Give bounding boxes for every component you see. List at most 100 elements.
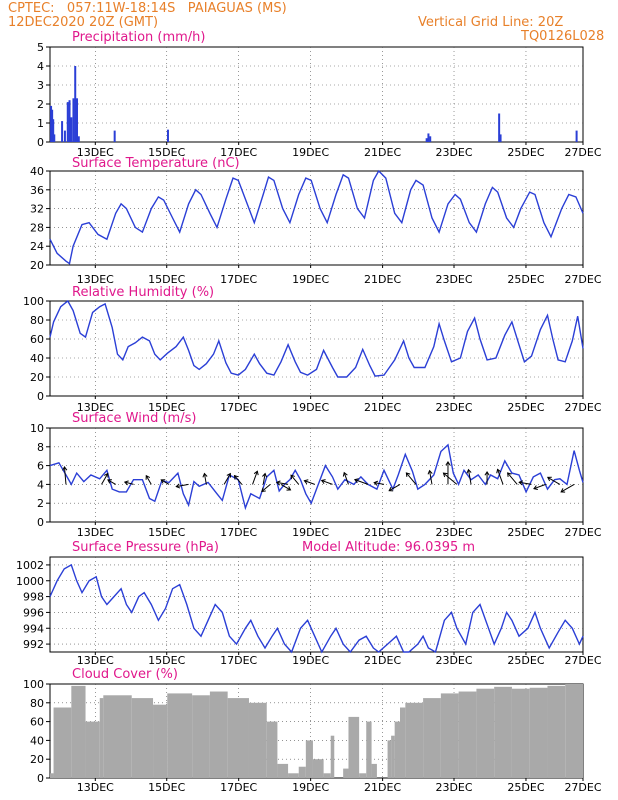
wind-arrow (63, 466, 67, 485)
precip-bar (61, 121, 64, 142)
precipitation-date-label: 27DEC (564, 146, 601, 159)
wind-arrow-head (62, 466, 68, 471)
wind-arrow-head (388, 486, 394, 492)
cloud-bar (192, 695, 210, 778)
wind-date-label: 15DEC (148, 526, 185, 539)
cloud-bar (458, 691, 477, 778)
temperature-ytick-label: 32 (30, 203, 44, 216)
wind-arrow-head (262, 472, 268, 478)
cloud-bar (85, 721, 100, 778)
precip-bar (498, 113, 501, 142)
pressure-title: Surface Pressure (hPa) (72, 540, 219, 555)
wind-arrow-head (275, 480, 281, 486)
cloud-title: Cloud Cover (%) (72, 667, 178, 682)
cloud-bar (323, 773, 331, 778)
temperature-ytick-label: 28 (30, 221, 44, 234)
precipitation-ytick-label: 3 (37, 79, 44, 92)
wind-arrow-head (533, 485, 538, 491)
wind-arrow (354, 479, 369, 485)
temperature-date-label: 17DEC (220, 273, 257, 286)
humidity-ytick-label: 60 (30, 333, 44, 346)
cloud-ytick-label: 60 (30, 716, 44, 729)
precip-bar (76, 98, 79, 142)
precip-bar (72, 98, 75, 142)
cloud-bar (423, 698, 441, 778)
wind-arrow-head (320, 479, 326, 484)
pressure-date-label: 21DEC (364, 654, 401, 667)
precip-bar (429, 136, 432, 142)
wind-arrow-head (103, 472, 109, 478)
precipitation-ytick-label: 5 (37, 41, 44, 54)
humidity-date-label: 13DEC (77, 401, 114, 414)
cloud-bar (387, 740, 392, 778)
cloud-bar (343, 768, 349, 778)
wind-arrow-head (427, 469, 433, 475)
cloud-bar (547, 685, 566, 778)
wind-arrow (261, 484, 271, 492)
wind-arrow-head (160, 479, 166, 484)
temperature-ytick-label: 20 (30, 259, 44, 272)
humidity-title: Relative Humidity (%) (72, 285, 214, 300)
wind-arrow-head (175, 483, 181, 489)
cloud-bar (400, 707, 406, 778)
cloud-ytick-label: 40 (30, 734, 44, 747)
cloud-bar (391, 735, 395, 778)
wind-ytick-label: 8 (37, 441, 44, 454)
wind-arrow (160, 479, 170, 485)
cloud-bar (359, 773, 367, 778)
wind-arrow-head (405, 472, 411, 477)
temperature-date-label: 27DEC (564, 273, 601, 286)
wind-arrow (304, 480, 315, 485)
cloud-date-label: 27DEC (564, 781, 601, 794)
wind-arrow (343, 472, 349, 485)
wind-arrow (176, 483, 189, 488)
temperature-date-label: 13DEC (77, 273, 114, 286)
cloud-bar (288, 773, 299, 778)
wind-arrow (101, 473, 109, 485)
humidity-ytick-label: 40 (30, 352, 44, 365)
temperature-date-label: 21DEC (364, 273, 401, 286)
precip-bar (51, 109, 54, 142)
wind-arrow (374, 482, 385, 485)
pressure-ytick-label: 1000 (16, 575, 44, 588)
wind-arrow-head (226, 472, 232, 478)
wind-arrow (388, 483, 401, 492)
precip-bar (77, 136, 80, 142)
wind-date-label: 13DEC (77, 526, 114, 539)
pressure-ytick-label: 998 (23, 591, 44, 604)
temperature-ytick-label: 40 (30, 165, 44, 178)
cloud-bar (565, 684, 583, 778)
wind-date-label: 21DEC (364, 526, 401, 539)
model-run-code: TQ0126L028 (521, 29, 605, 44)
pressure-date-label: 27DEC (564, 654, 601, 667)
humidity-ytick-label: 20 (30, 371, 44, 384)
precip-bar (66, 102, 69, 142)
model-altitude-label: Model Altitude: 96.0395 m (302, 540, 475, 555)
cloud-bar (103, 695, 132, 778)
pressure-ytick-label: 994 (23, 622, 44, 635)
wind-title: Surface Wind (m/s) (72, 411, 196, 426)
pressure-ytick-label: 996 (23, 606, 44, 619)
pressure-ytick-label: 1002 (16, 559, 44, 572)
precip-bar (63, 130, 66, 142)
cloud-bar (227, 698, 249, 778)
temperature-date-label: 19DEC (292, 273, 329, 286)
wind-frame (49, 427, 584, 523)
wind-arrow-head (253, 470, 259, 476)
cloud-bar (277, 763, 289, 778)
precip-bar (427, 133, 430, 142)
cloud-bar (440, 693, 459, 778)
cloud-bar (405, 702, 424, 778)
station-header: CPTEC: 057:11W-18:14S PAIAGUAS (MS) (8, 1, 287, 16)
cloud-bar (298, 766, 306, 778)
wind-arrow-head (145, 474, 151, 480)
precip-bar (499, 134, 502, 142)
humidity-ytick-label: 0 (37, 390, 44, 403)
cloud-bar (99, 698, 104, 778)
wind-arrow (276, 481, 289, 485)
wind-arrow (443, 472, 458, 485)
wind-arrow (124, 481, 134, 485)
wind-arrow (223, 473, 231, 485)
cloud-ytick-label: 0 (37, 772, 44, 785)
